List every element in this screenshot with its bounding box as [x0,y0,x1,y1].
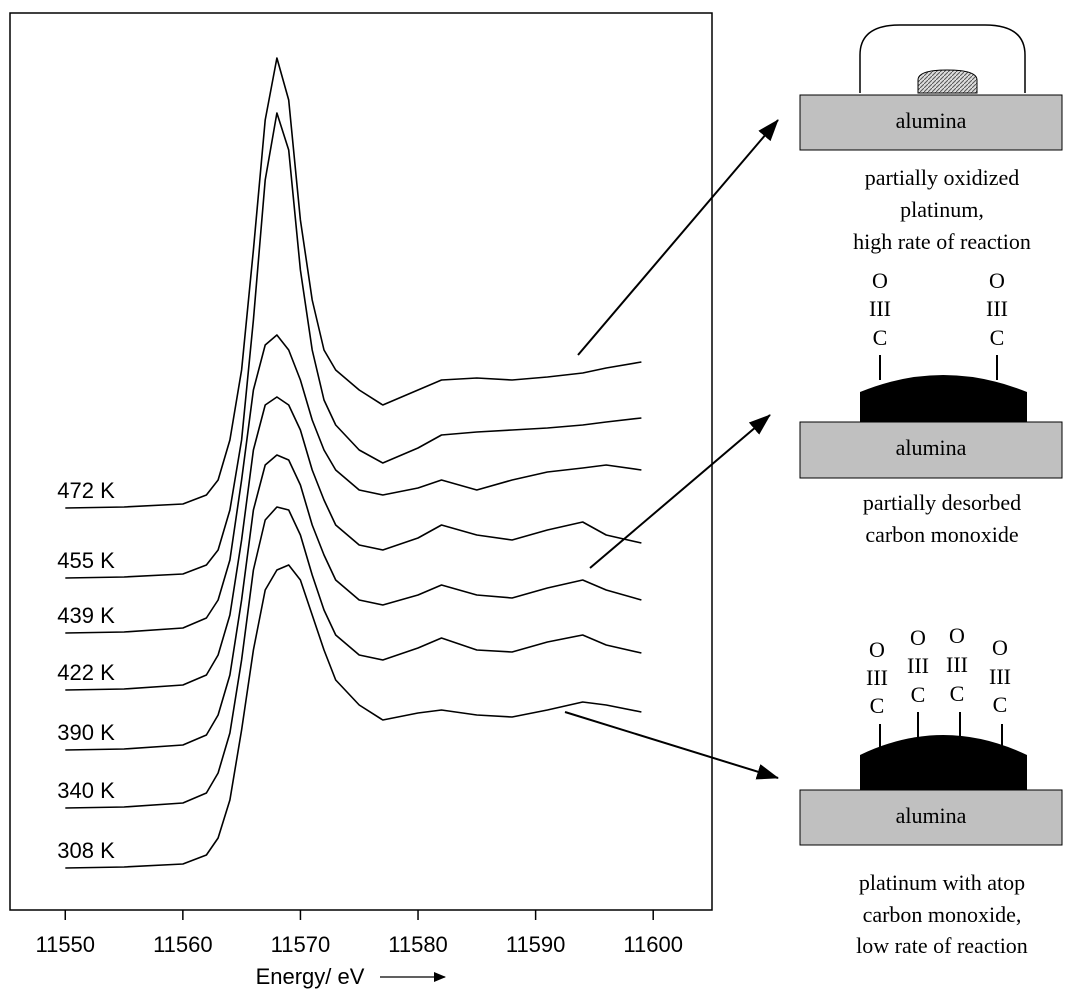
support-label: alumina [896,803,967,828]
platinum-particle [860,735,1027,790]
series-label: 340 K [57,778,115,803]
spectrum-line [65,334,642,634]
spectrum-line [65,112,642,579]
molecule-label: III [986,296,1008,321]
arrow [577,119,779,356]
alumina-support [799,789,1063,846]
spectrum-line [65,57,642,509]
platinum-particle [917,69,978,94]
arrow [589,414,771,569]
molecule-label: III [946,652,968,677]
molecule-label: O [872,268,888,293]
oxide-shell [859,24,1026,93]
molecule-label: C [990,325,1005,350]
x-tick-label: 11550 [35,932,95,957]
plot-frame [9,12,713,911]
support-label: alumina [896,108,967,133]
series-label: 455 K [57,548,115,573]
molecule-label: O [910,625,926,650]
spectrum-line [65,506,642,809]
caption-line: partially desorbed [863,490,1021,515]
caption-line: platinum with atop [859,870,1025,895]
molecule-label: C [911,682,926,707]
molecule-label: III [989,664,1011,689]
molecule-label: O [869,637,885,662]
molecule-label: O [989,268,1005,293]
caption-line: partially oxidized [865,165,1020,190]
x-tick-label: 11560 [153,932,213,957]
x-tick-label: 11590 [506,932,566,957]
molecule-label: C [993,692,1008,717]
molecule-label: O [992,635,1008,660]
molecule-label: III [907,653,929,678]
molecule-label: III [869,296,891,321]
molecule-label: O [949,623,965,648]
caption-line: carbon monoxide, [863,902,1022,927]
support-label: alumina [896,435,967,460]
caption-line: platinum, [900,197,984,222]
series-label: 308 K [57,838,115,863]
series-label: 472 K [57,478,115,503]
arrow [564,711,779,780]
x-tick-label: 11580 [388,932,448,957]
molecule-label: C [870,693,885,718]
platinum-particle [860,375,1027,422]
alumina-support [799,94,1063,151]
series-label: 390 K [57,720,115,745]
x-axis-title: Energy/ eV [256,964,365,989]
x-tick-label: 11600 [623,932,683,957]
series-label: 439 K [57,603,115,628]
spectrum-line [65,396,642,691]
x-tick-label: 11570 [271,932,331,957]
molecule-label: C [873,325,888,350]
alumina-support [799,421,1063,479]
spectrum-line [65,454,642,751]
caption-line: high rate of reaction [853,229,1031,254]
molecule-label: C [950,681,965,706]
caption-line: low rate of reaction [856,933,1028,958]
spectrum-line [65,564,642,869]
molecule-label: III [866,665,888,690]
series-label: 422 K [57,660,115,685]
caption-line: carbon monoxide [865,522,1018,547]
